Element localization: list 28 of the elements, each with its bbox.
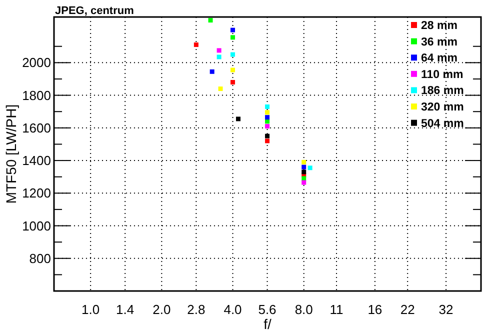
x-tick-label: 1.0 bbox=[82, 302, 100, 317]
x-tick-label: 16 bbox=[368, 302, 382, 317]
x-axis-title: f/ bbox=[264, 316, 272, 331]
legend-label: 320 mm bbox=[421, 102, 464, 114]
legend-label: 28 mm bbox=[421, 20, 458, 32]
legend-label: 186 mm bbox=[421, 85, 464, 98]
x-tick-label: 4.0 bbox=[224, 302, 242, 317]
y-tick-label: 2000 bbox=[22, 55, 51, 70]
y-tick-label: 1400 bbox=[22, 153, 51, 168]
y-tick-label: 1800 bbox=[22, 88, 51, 103]
x-tick-label: 2.8 bbox=[187, 302, 206, 317]
x-tick-label: 11 bbox=[330, 302, 344, 317]
legend-label: 504 mm bbox=[421, 118, 464, 130]
legend-label: 110 mm bbox=[421, 68, 464, 81]
x-tick-label: 32 bbox=[438, 302, 454, 317]
x-tick-label: 22 bbox=[400, 302, 415, 317]
x-tick-label: 1.4 bbox=[116, 302, 134, 317]
legend-label: 64 mm bbox=[421, 52, 458, 65]
x-tick-label: 8.0 bbox=[294, 302, 313, 317]
x-tick-label: 2.0 bbox=[152, 302, 171, 317]
x-tick-label: 5.6 bbox=[258, 302, 276, 317]
y-tick-label: 1600 bbox=[22, 120, 51, 136]
legend-label: 36 mm bbox=[421, 36, 458, 48]
y-tick-label: 800 bbox=[29, 250, 51, 266]
chart-title: JPEG, centrum bbox=[55, 5, 134, 17]
y-tick-label: 1000 bbox=[22, 218, 51, 234]
y-tick-label: 1200 bbox=[22, 186, 51, 201]
y-axis-title: MTF50 [LW/PH] bbox=[2, 104, 19, 204]
